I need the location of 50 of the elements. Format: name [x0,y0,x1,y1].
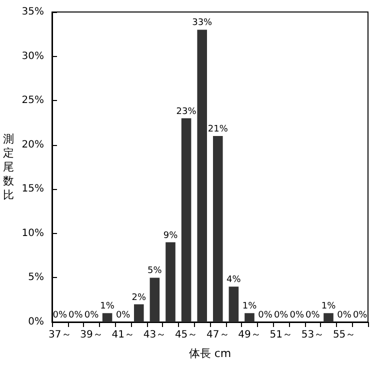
x-axis-title: 体長 cm [188,347,232,360]
data-label: 0% [68,310,84,320]
x-tick-label: 53～ [301,330,324,340]
data-label: 0% [116,310,131,320]
bar [228,286,239,322]
data-label: 9% [163,230,178,241]
bar [166,242,176,322]
bar [181,118,192,322]
y-axis-title: 測定尾数比 [3,132,14,202]
data-label: 0% [258,310,273,320]
data-label: 0% [352,310,368,320]
data-label: 4% [226,275,242,286]
data-label: 33% [192,18,213,28]
data-label: 0% [274,310,289,320]
x-tick-label: 49～ [238,330,261,340]
data-label: 0% [84,310,100,320]
bar [150,278,160,322]
y-tick-label: 15% [22,184,44,195]
bar [244,313,254,322]
data-label: 0% [306,310,320,320]
bar [134,304,144,322]
x-tick-label: 47～ [206,330,230,340]
data-label: 1% [100,302,115,312]
data-label: 1% [321,302,336,312]
bar [213,136,223,322]
y-tick-label: 35% [22,6,44,18]
data-label: 5% [148,266,162,276]
y-tick-label: 5% [28,272,44,284]
y-tick-label: 10% [22,228,44,239]
data-label: 2% [132,292,146,303]
bar [197,30,207,322]
bar [324,313,334,322]
x-tick-label: 45～ [174,330,198,340]
data-label: 23% [176,106,197,117]
y-tick-label: 0% [28,316,44,328]
x-tick-label: 55～ [332,330,356,340]
data-label: 21% [208,124,228,134]
data-label: 0% [290,310,304,320]
y-tick-label: 20% [22,139,44,150]
data-label: 0% [52,310,68,320]
data-label: 1% [242,302,258,312]
x-tick-label: 41～ [112,330,134,340]
y-tick-label: 25% [22,95,44,106]
x-tick-label: 37～ [48,330,72,340]
bar [102,313,112,322]
data-label: 0% [337,310,352,320]
y-tick-label: 30% [22,50,44,62]
x-tick-label: 39～ [80,330,103,340]
x-tick-label: 51～ [270,330,292,340]
x-tick-label: 43～ [143,330,166,340]
